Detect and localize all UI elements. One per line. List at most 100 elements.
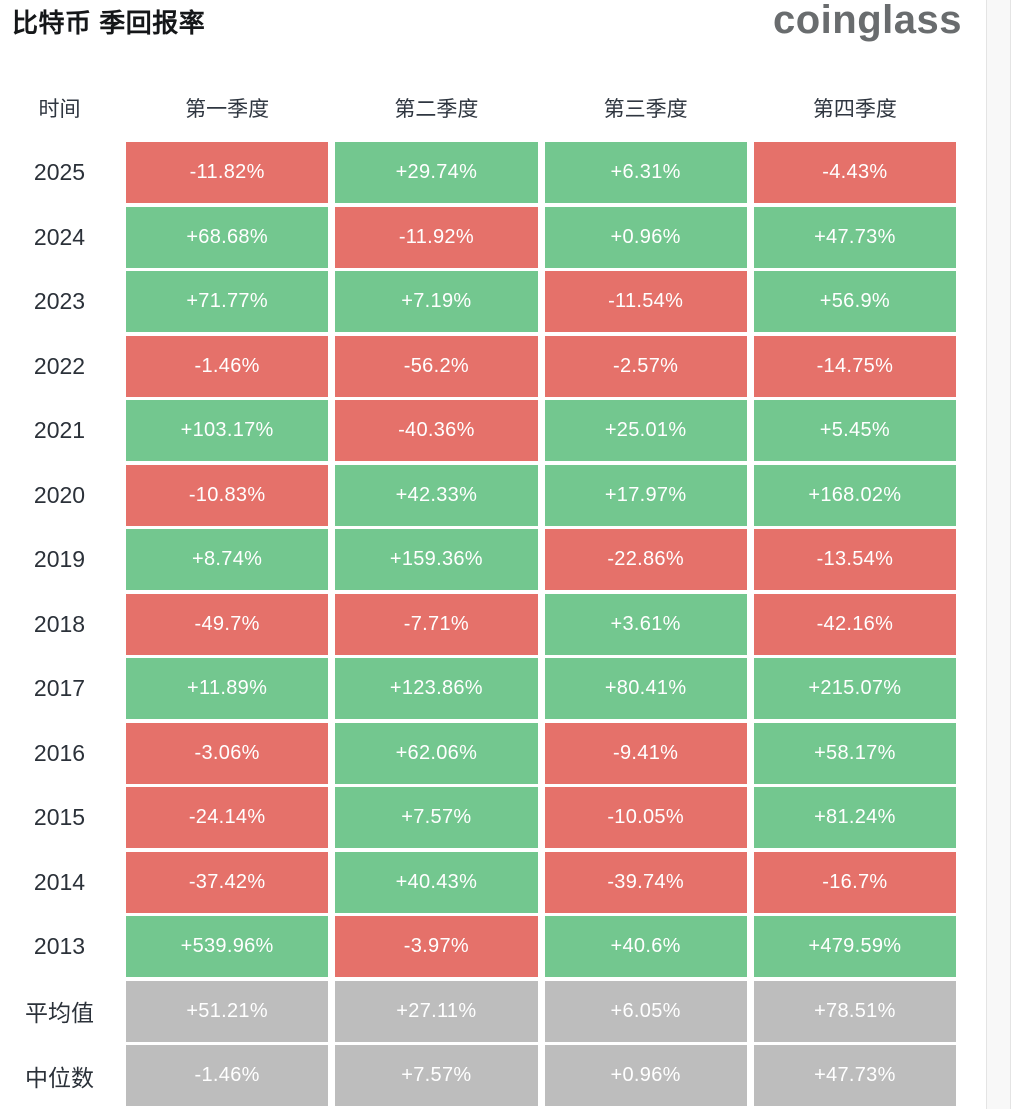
table-row: 2015 -24.14% +7.57% -10.05% +81.24% bbox=[0, 787, 956, 848]
return-cell: +123.86% bbox=[335, 658, 538, 719]
table-header-row: 时间 第一季度 第二季度 第三季度 第四季度 bbox=[0, 84, 956, 132]
row-label: 2013 bbox=[33, 933, 86, 959]
table-row: 2019 +8.74% +159.36% -22.86% -13.54% bbox=[0, 529, 956, 590]
column-header: 时间 bbox=[38, 98, 81, 121]
return-cell: +0.96% bbox=[544, 1045, 747, 1106]
column-header: 第一季度 bbox=[185, 98, 270, 121]
return-cell: +103.17% bbox=[126, 400, 329, 461]
table-row: 2025 -11.82% +29.74% +6.31% -4.43% bbox=[0, 142, 956, 203]
table-row: 2016 -3.06% +62.06% -9.41% +58.17% bbox=[0, 722, 956, 784]
table-body: 2025 -11.82% +29.74% +6.31% -4.43% 2024 +68… bbox=[0, 142, 956, 1106]
return-cell: -13.54% bbox=[753, 529, 956, 590]
return-cell: +6.05% bbox=[544, 980, 747, 1042]
vertical-scrollbar[interactable] bbox=[986, 0, 1011, 1109]
table-row: 2013 +539.96% -3.97% +40.6% +479.59% bbox=[0, 916, 956, 977]
return-cell: -4.43% bbox=[753, 142, 956, 203]
return-cell: -3.06% bbox=[126, 722, 329, 784]
return-cell: -49.7% bbox=[126, 593, 329, 655]
return-cell: +7.57% bbox=[335, 787, 538, 848]
quarterly-returns-table: 时间 第一季度 第二季度 第三季度 第四季度 2025 -11.82% +29.74% +6… bbox=[0, 84, 956, 1109]
row-label: 中位数 bbox=[25, 1064, 94, 1091]
return-cell: +62.06% bbox=[335, 722, 538, 784]
return-cell: +7.57% bbox=[335, 1045, 538, 1106]
return-cell: -2.57% bbox=[544, 335, 747, 397]
row-label: 2023 bbox=[33, 288, 86, 314]
return-cell: +81.24% bbox=[753, 787, 956, 848]
return-cell: +539.96% bbox=[126, 916, 329, 977]
return-cell: -9.41% bbox=[544, 722, 747, 784]
return-cell: -24.14% bbox=[126, 787, 329, 848]
return-cell: -16.7% bbox=[753, 851, 956, 913]
return-cell: +68.68% bbox=[126, 206, 329, 268]
return-cell: +78.51% bbox=[753, 980, 956, 1042]
return-cell: -42.16% bbox=[753, 593, 956, 655]
return-cell: +47.73% bbox=[753, 206, 956, 268]
return-cell: +29.74% bbox=[335, 142, 538, 203]
return-cell: +58.17% bbox=[753, 722, 956, 784]
row-label: 2016 bbox=[33, 739, 86, 766]
return-cell: +56.9% bbox=[753, 271, 956, 332]
return-cell: -37.42% bbox=[126, 851, 329, 913]
table-row: 2020 -10.83% +42.33% +17.97% +168.02% bbox=[0, 464, 956, 526]
column-header: 第四季度 bbox=[812, 98, 897, 121]
return-cell: +47.73% bbox=[753, 1045, 956, 1106]
return-cell: +7.19% bbox=[335, 271, 538, 332]
return-cell: +80.41% bbox=[544, 658, 747, 719]
return-cell: -1.46% bbox=[126, 1045, 329, 1106]
return-cell: +6.31% bbox=[544, 142, 747, 203]
coinglass-logo: coinglass bbox=[772, 0, 962, 42]
return-cell: -10.83% bbox=[126, 464, 329, 526]
return-cell: +5.45% bbox=[753, 400, 956, 461]
row-label: 2019 bbox=[33, 546, 86, 572]
column-header: 第三季度 bbox=[603, 98, 688, 121]
return-cell: +168.02% bbox=[753, 464, 956, 526]
return-cell: +8.74% bbox=[126, 529, 329, 590]
row-label: 2018 bbox=[33, 610, 86, 637]
row-label: 2017 bbox=[33, 675, 86, 701]
row-label: 平均值 bbox=[25, 1000, 94, 1026]
page-title: 比特币 季回报率 bbox=[12, 8, 206, 38]
table-row: 2022 -1.46% -56.2% -2.57% -14.75% bbox=[0, 335, 956, 397]
table-row: 中位数 -1.46% +7.57% +0.96% +47.73% bbox=[0, 1045, 956, 1106]
row-label: 2024 bbox=[33, 223, 86, 250]
row-label: 2020 bbox=[33, 481, 86, 508]
return-cell: -14.75% bbox=[753, 335, 956, 397]
return-cell: -1.46% bbox=[126, 335, 329, 397]
return-cell: +42.33% bbox=[335, 464, 538, 526]
return-cell: -10.05% bbox=[544, 787, 747, 848]
return-cell: +27.11% bbox=[335, 980, 538, 1042]
table-row: 2014 -37.42% +40.43% -39.74% -16.7% bbox=[0, 851, 956, 913]
return-cell: -11.54% bbox=[544, 271, 747, 332]
return-cell: -56.2% bbox=[335, 335, 538, 397]
return-cell: +215.07% bbox=[753, 658, 956, 719]
return-cell: -22.86% bbox=[544, 529, 747, 590]
return-cell: +159.36% bbox=[335, 529, 538, 590]
table-row: 平均值 +51.21% +27.11% +6.05% +78.51% bbox=[0, 980, 956, 1042]
return-cell: +479.59% bbox=[753, 916, 956, 977]
return-cell: -11.82% bbox=[126, 142, 329, 203]
row-label: 2022 bbox=[33, 352, 86, 379]
return-cell: +0.96% bbox=[544, 206, 747, 268]
return-cell: +40.6% bbox=[544, 916, 747, 977]
return-cell: -40.36% bbox=[335, 400, 538, 461]
return-cell: -11.92% bbox=[335, 206, 538, 268]
column-header: 第二季度 bbox=[394, 98, 479, 121]
return-cell: +11.89% bbox=[126, 658, 329, 719]
return-cell: +25.01% bbox=[544, 400, 747, 461]
row-label: 2021 bbox=[33, 417, 86, 443]
table-row: 2018 -49.7% -7.71% +3.61% -42.16% bbox=[0, 593, 956, 655]
row-label: 2015 bbox=[33, 804, 86, 830]
table-row: 2017 +11.89% +123.86% +80.41% +215.07% bbox=[0, 658, 956, 719]
table-row: 2024 +68.68% -11.92% +0.96% +47.73% bbox=[0, 206, 956, 268]
table-row: 2023 +71.77% +7.19% -11.54% +56.9% bbox=[0, 271, 956, 332]
return-cell: +51.21% bbox=[126, 980, 329, 1042]
row-label: 2025 bbox=[33, 159, 86, 185]
return-cell: +71.77% bbox=[126, 271, 329, 332]
row-label: 2014 bbox=[33, 868, 86, 895]
return-cell: +17.97% bbox=[544, 464, 747, 526]
table-row: 2021 +103.17% -40.36% +25.01% +5.45% bbox=[0, 400, 956, 461]
return-cell: -3.97% bbox=[335, 916, 538, 977]
return-cell: -7.71% bbox=[335, 593, 538, 655]
return-cell: +3.61% bbox=[544, 593, 747, 655]
